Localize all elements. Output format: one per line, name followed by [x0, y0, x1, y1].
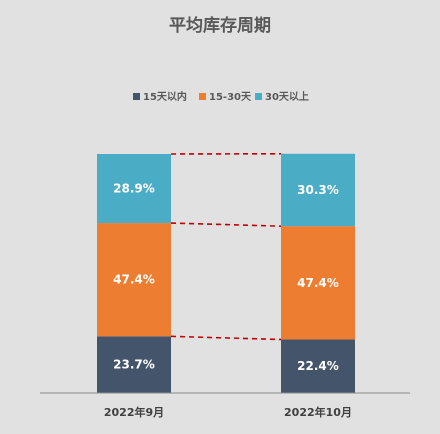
bar-segment	[97, 223, 171, 337]
bar-segment	[281, 153, 355, 227]
series-lines	[170, 152, 282, 341]
bar-segment	[281, 226, 355, 340]
bars: 23.7% 47.4% 28.9% 22.4% 47.4% 30.3%	[97, 153, 355, 393]
legend-swatch	[199, 93, 206, 100]
data-label: 22.4%	[297, 359, 339, 373]
data-label: 28.9%	[113, 182, 155, 196]
legend: 15天以内 15-30天 30天以上	[133, 90, 309, 103]
data-label: 47.4%	[113, 273, 155, 287]
series-line	[170, 335, 282, 341]
data-label: 47.4%	[297, 276, 339, 290]
data-label: 23.7%	[113, 358, 155, 372]
legend-label: 30天以上	[265, 90, 309, 103]
legend-swatch	[133, 93, 140, 100]
bar-segment	[97, 154, 171, 224]
x-tick-label: 2022年10月	[284, 405, 352, 419]
bar-segment	[281, 339, 355, 393]
legend-swatch	[255, 93, 262, 100]
data-label: 30.3%	[297, 183, 339, 197]
legend-label: 15-30天	[209, 91, 252, 103]
chart-title: 平均库存周期	[169, 15, 271, 36]
series-line	[170, 222, 282, 227]
x-tick-label: 2022年9月	[104, 405, 164, 419]
category-labels: 2022年9月 2022年10月	[104, 405, 352, 419]
bar-segment	[97, 336, 171, 393]
legend-label: 15天以内	[143, 90, 187, 103]
